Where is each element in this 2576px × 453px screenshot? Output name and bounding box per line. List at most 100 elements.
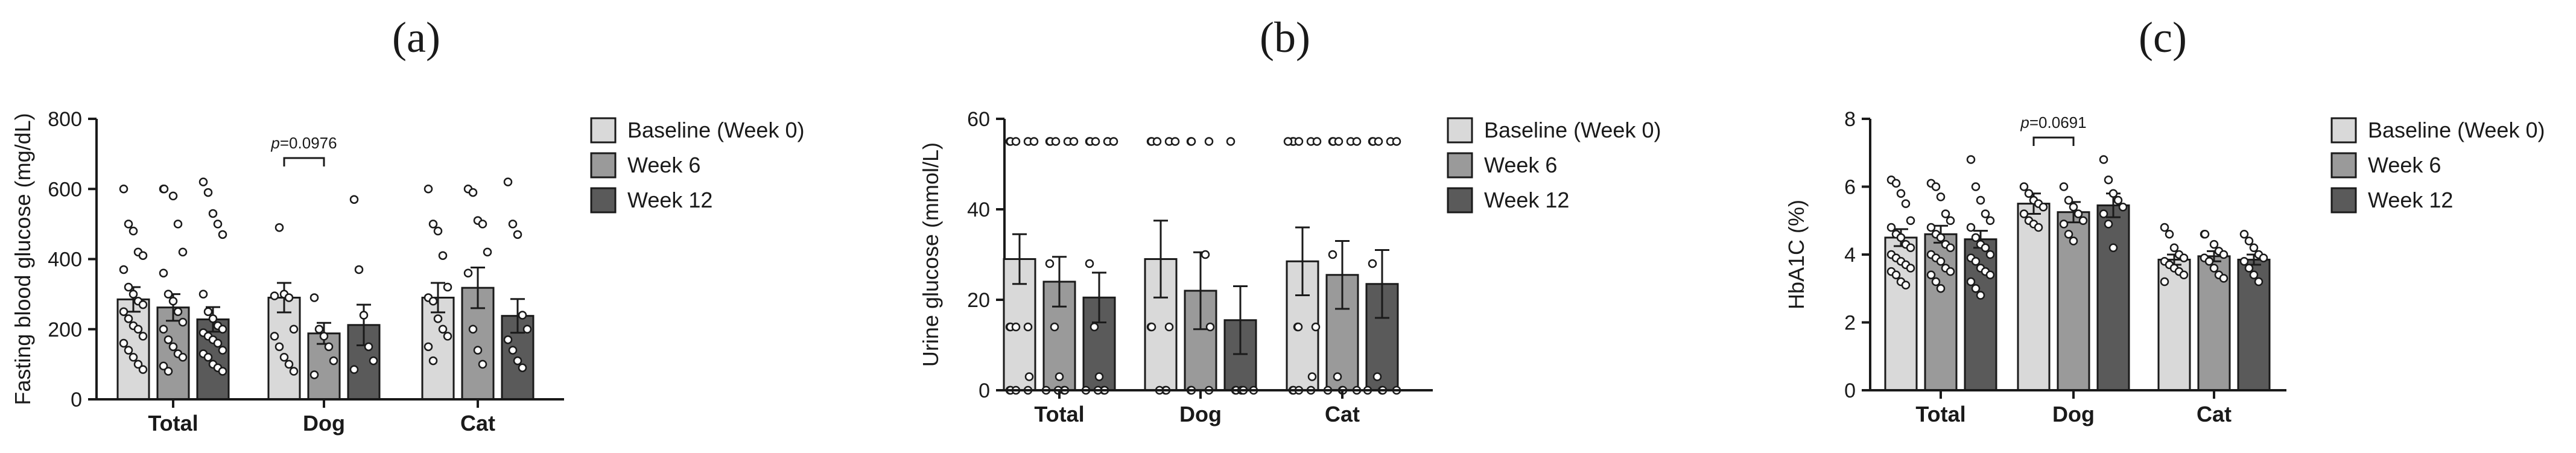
data-point <box>2024 189 2034 198</box>
data-point <box>2034 223 2043 232</box>
data-point <box>1312 137 1322 146</box>
data-point <box>2038 203 2048 212</box>
data-point <box>208 209 218 218</box>
data-point <box>1981 243 1990 252</box>
data-point <box>513 230 522 239</box>
data-point <box>1926 270 1936 279</box>
data-point <box>428 297 438 306</box>
data-point <box>2239 257 2249 266</box>
data-point <box>1985 250 1995 259</box>
data-point <box>1372 372 1382 381</box>
data-point <box>1164 322 1174 332</box>
data-point <box>424 342 433 352</box>
y-tick-label: 6 <box>1844 176 1856 199</box>
data-point <box>2179 270 2189 279</box>
data-point <box>2179 253 2189 262</box>
data-point <box>1886 223 1896 232</box>
data-point <box>173 220 183 229</box>
data-point <box>438 325 448 334</box>
data-point <box>1091 137 1100 146</box>
data-point <box>218 346 227 355</box>
data-point <box>2244 264 2254 273</box>
data-point <box>1307 372 1317 381</box>
data-point <box>119 338 128 348</box>
data-point <box>1050 322 1059 332</box>
data-point <box>438 251 448 260</box>
data-point <box>119 185 128 194</box>
data-point <box>1901 280 1911 290</box>
data-point <box>128 290 138 299</box>
x-tick-label: Cat <box>1325 402 1360 426</box>
data-point <box>2219 274 2229 283</box>
data-point <box>473 346 483 355</box>
data-point <box>2104 220 2113 229</box>
data-point <box>522 325 532 334</box>
data-point <box>518 363 527 372</box>
x-tick-label: Cat <box>2197 402 2232 426</box>
data-point <box>1906 243 1915 252</box>
data-point <box>1936 284 1946 293</box>
data-point <box>2069 236 2078 246</box>
data-point <box>289 325 299 334</box>
data-point <box>2019 182 2029 191</box>
legend-label: Baseline (Week 0) <box>1484 118 1661 142</box>
data-point <box>1201 250 1210 259</box>
data-point <box>1085 259 1094 268</box>
data-point <box>1971 233 1981 242</box>
data-point <box>354 265 364 274</box>
panel-letter: (b) <box>1260 13 1310 62</box>
data-point <box>2104 176 2113 185</box>
chart-panel-2: (b) 0 20 40 60 Urine glucose (mmol/L) Total Dog… <box>918 13 1661 426</box>
y-tick-label: 0 <box>1844 379 1856 402</box>
data-point <box>128 353 138 362</box>
x-tick-label: Total <box>148 411 198 436</box>
data-point <box>1024 372 1034 381</box>
data-point <box>2118 203 2128 212</box>
data-point <box>270 291 279 300</box>
data-point <box>159 185 169 194</box>
data-point <box>2069 203 2078 212</box>
data-point <box>163 290 173 299</box>
chart-panel-3: (c) 0 2 4 6 8 HbA1C (%) Total Dog Cat p=0.0691 Base… <box>1784 13 2545 426</box>
data-point <box>2259 253 2268 262</box>
data-point <box>203 188 213 197</box>
data-point <box>1333 372 1342 381</box>
data-point <box>218 325 227 334</box>
data-point <box>2108 243 2118 252</box>
data-point <box>1906 216 1915 225</box>
y-tick-label: 400 <box>48 249 82 271</box>
data-point <box>2169 243 2179 252</box>
y-tick-label: 2 <box>1844 312 1856 335</box>
data-point <box>138 251 148 260</box>
data-point <box>284 293 294 302</box>
data-point <box>1966 223 1976 232</box>
data-point <box>1069 137 1079 146</box>
data-point <box>1029 137 1039 146</box>
data-point <box>2059 182 2069 191</box>
data-point <box>314 325 324 334</box>
chart-panel-1: (a) 0 200 400 600 800 Fasting blood glucose (m… <box>10 13 804 436</box>
data-point <box>443 332 452 341</box>
data-point <box>1976 291 1985 300</box>
data-point <box>124 346 133 355</box>
legend-swatch <box>590 152 617 179</box>
legend-swatch <box>1447 187 1473 214</box>
data-point <box>349 195 359 204</box>
data-point <box>508 220 518 229</box>
data-point <box>178 317 188 327</box>
data-point <box>1147 322 1156 332</box>
data-point <box>329 356 338 366</box>
y-tick-label: 0 <box>979 379 990 402</box>
significance-bracket <box>283 157 325 166</box>
data-point <box>1094 372 1104 381</box>
data-point <box>203 307 213 316</box>
data-point <box>289 367 299 376</box>
legend-label: Week 12 <box>1484 188 1569 212</box>
data-point <box>1352 137 1362 146</box>
data-point <box>1891 270 1901 279</box>
data-point <box>1187 137 1196 146</box>
data-point <box>178 353 188 362</box>
data-point <box>433 226 443 236</box>
legend-swatch <box>590 117 617 144</box>
data-point <box>1109 137 1118 146</box>
